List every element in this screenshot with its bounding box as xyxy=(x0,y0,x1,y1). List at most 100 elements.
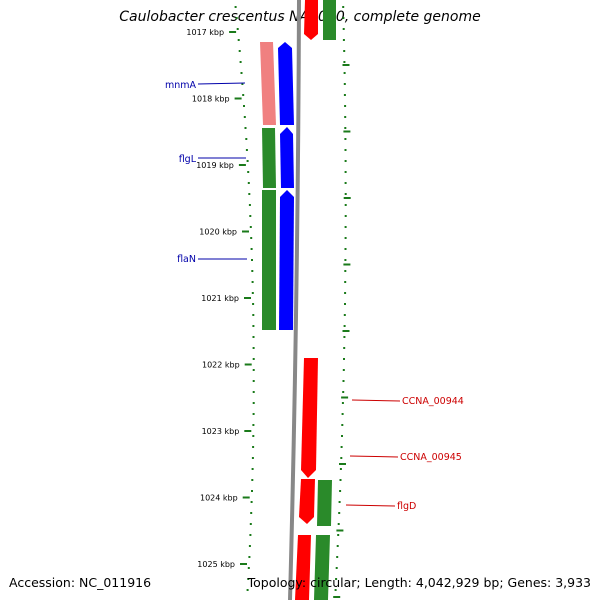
label-flaN[interactable]: flaN xyxy=(177,254,247,265)
ring-dot xyxy=(238,50,241,52)
ring-dot xyxy=(242,94,245,96)
label-CCNA_00944[interactable]: CCNA_00944 xyxy=(351,396,464,407)
ring-dot xyxy=(341,402,344,404)
ring-dot xyxy=(245,149,248,151)
gene-CCNA_00945-arrow[interactable] xyxy=(299,479,315,524)
label-CCNA_00944-text: CCNA_00944 xyxy=(402,396,464,407)
ring-dot xyxy=(241,83,244,85)
ring-dot xyxy=(343,314,346,316)
ring-dot xyxy=(252,358,255,360)
ring-dot xyxy=(252,391,255,393)
ring-dot xyxy=(344,105,347,107)
ring-dot xyxy=(341,435,343,437)
ring-dot xyxy=(343,347,346,349)
ring-dot xyxy=(344,248,347,250)
ring-dot xyxy=(340,446,343,448)
backbone-arc xyxy=(288,0,301,600)
label-CCNA_00945[interactable]: CCNA_00945 xyxy=(349,452,462,463)
ring-dot xyxy=(339,490,342,492)
gene-flgL-cds[interactable] xyxy=(262,128,276,188)
ring-dot xyxy=(344,160,347,162)
genes-right-track xyxy=(295,0,336,600)
kbp-label: 1020 kbp xyxy=(199,228,237,237)
ring-dot xyxy=(344,215,347,217)
ring-dot xyxy=(344,127,347,129)
label-flgL[interactable]: flgL xyxy=(179,154,246,165)
gene-bottom-green-cds[interactable] xyxy=(314,535,330,600)
ring-dot xyxy=(252,347,255,349)
outer-right-dotted-ring xyxy=(334,6,347,591)
ring-dot xyxy=(343,83,346,85)
kbp-tick-right xyxy=(339,463,346,465)
gene-flgL-arrow[interactable] xyxy=(280,127,294,188)
ring-dot xyxy=(250,248,253,250)
ring-dot xyxy=(344,193,347,195)
ring-dot xyxy=(249,523,252,525)
gene-mnmA-arrow[interactable] xyxy=(278,42,294,125)
ring-dot xyxy=(247,182,250,184)
ring-dot xyxy=(339,468,342,470)
ring-dot xyxy=(252,435,255,437)
gene-top-red-arrow[interactable] xyxy=(304,0,318,40)
ring-dot xyxy=(252,369,255,371)
ring-dot xyxy=(248,193,251,195)
ring-dot xyxy=(344,281,347,283)
kbp-tick-right xyxy=(343,130,351,133)
ring-dot xyxy=(248,204,251,206)
ring-dot xyxy=(250,501,253,503)
gene-flaN-cds[interactable] xyxy=(262,190,276,330)
ring-dot xyxy=(341,413,344,415)
ring-dot xyxy=(344,182,347,184)
ring-dot xyxy=(252,336,255,338)
ring-dot xyxy=(247,578,250,580)
kbp-tick-right xyxy=(333,596,341,598)
ring-dot xyxy=(252,325,255,327)
ring-dot xyxy=(251,479,254,481)
ring-dot xyxy=(343,61,346,63)
accession-text: Accession: NC_011916 xyxy=(9,575,152,590)
label-flgD-text: flgD xyxy=(397,501,416,512)
ring-dot xyxy=(344,226,347,228)
ring-dot xyxy=(344,270,347,272)
label-flgL-text: flgL xyxy=(179,154,197,165)
gene-flgD-cds[interactable] xyxy=(317,480,332,526)
ring-dot xyxy=(240,72,243,74)
kbp-scale: 1017 kbp 1018 kbp 1019 kbp 1020 kbp 1021 kbp… xyxy=(186,28,351,598)
ring-dot xyxy=(339,479,342,481)
ring-dot xyxy=(343,358,345,360)
ring-dot xyxy=(342,369,345,371)
gene-flaN-arrow[interactable] xyxy=(279,190,294,330)
gene-bottom-red-arrow[interactable] xyxy=(295,535,311,600)
kbp-tick-right xyxy=(343,263,351,266)
kbp-label: 1019 kbp xyxy=(196,161,234,170)
ring-dot xyxy=(334,589,337,591)
ring-dot xyxy=(252,446,255,448)
ring-dot xyxy=(343,50,346,52)
ring-dot xyxy=(243,116,246,118)
ring-dot xyxy=(247,567,250,569)
kbp-tick xyxy=(242,496,250,499)
ring-dot xyxy=(239,61,242,63)
ring-dot xyxy=(338,501,341,503)
label-CCNA_00945-text: CCNA_00945 xyxy=(400,452,462,463)
kbp-tick xyxy=(244,297,251,299)
ring-dot xyxy=(336,556,339,558)
gene-CCNA_00944-arrow[interactable] xyxy=(301,358,318,478)
label-flaN-text: flaN xyxy=(177,254,196,265)
ring-dot xyxy=(251,281,254,283)
kbp-label: 1018 kbp xyxy=(192,95,230,104)
kbp-tick-right xyxy=(343,197,351,199)
ring-dot xyxy=(235,17,238,19)
ring-dot xyxy=(341,424,344,426)
gene-top-green-cds[interactable] xyxy=(323,0,336,40)
ring-dot xyxy=(246,589,249,591)
ring-dot xyxy=(252,413,255,415)
gene-mnmA-rrna[interactable] xyxy=(260,42,276,125)
ring-dot xyxy=(252,424,255,426)
ring-dot xyxy=(249,226,252,228)
label-mnmA[interactable]: mnmA xyxy=(165,80,246,91)
kbp-label: 1024 kbp xyxy=(200,494,238,503)
label-flgD[interactable]: flgD xyxy=(345,501,416,512)
ring-dot xyxy=(246,160,249,162)
